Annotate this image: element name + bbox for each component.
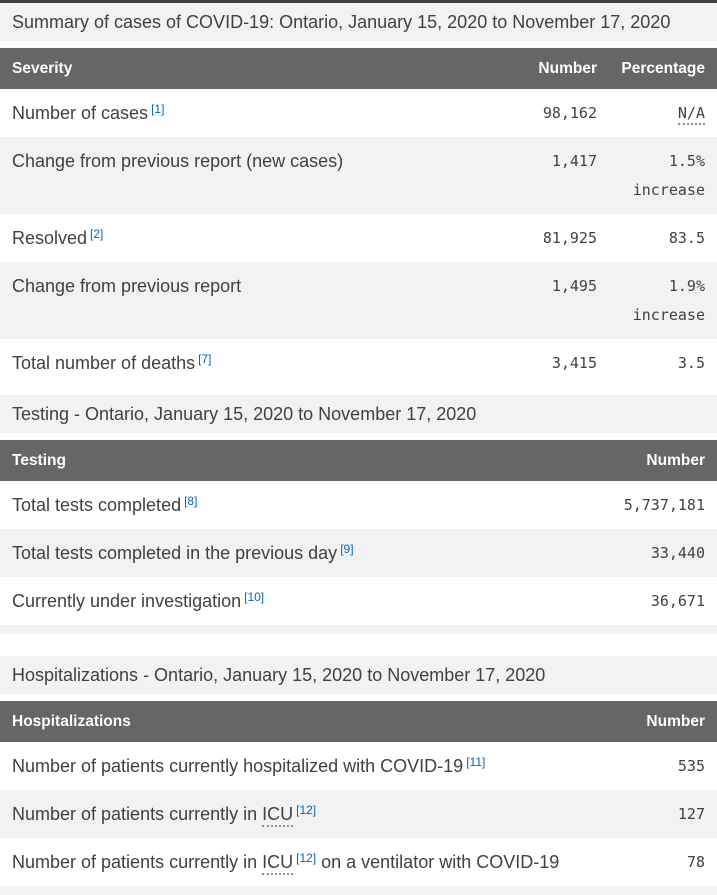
- number-value: 5,737,181: [623, 496, 705, 514]
- testing-section-title: Testing - Ontario, January 15, 2020 to N…: [0, 395, 717, 433]
- column-header-number: Number: [646, 713, 705, 730]
- percentage-note: increase: [632, 181, 705, 199]
- hospitalizations-section-title: Hospitalizations - Ontario, January 15, …: [0, 656, 717, 694]
- summary-table-header: Severity Number Percentage: [0, 48, 717, 89]
- percentage-amount: 1.9%: [668, 277, 705, 295]
- row-label: Resolved [2]: [12, 227, 104, 248]
- percentage-value: 1.5% increase: [597, 149, 705, 202]
- percentage-value: N/A: [597, 101, 705, 125]
- section-spacer: [0, 634, 717, 656]
- hospitalizations-table-header: Hospitalizations Number: [0, 701, 717, 742]
- row-label: Number of patients currently hospitalize…: [12, 755, 486, 776]
- percentage-note: increase: [632, 306, 705, 324]
- summary-section-title: Summary of cases of COVID-19: Ontario, J…: [0, 0, 717, 41]
- percentage-value: 3.5: [677, 354, 705, 372]
- table-row: Change from previous report (new cases) …: [0, 137, 717, 214]
- row-label: Number of patients currently in ICU [12] on…: [12, 850, 585, 875]
- number-value: 535: [677, 757, 705, 775]
- table-row: Number of patients currently in ICU [12] on…: [0, 838, 717, 886]
- column-header-testing: Testing: [12, 452, 66, 469]
- row-label: Total tests completed in the previous da…: [12, 542, 354, 563]
- column-header-percentage: Percentage: [621, 60, 705, 77]
- number-value: 1,495: [551, 277, 597, 295]
- icu-abbreviation: ICU: [262, 852, 294, 875]
- row-label: Total number of deaths [7]: [12, 352, 212, 373]
- number-value: 98,162: [542, 104, 597, 122]
- footnote-link-12[interactable]: [12]: [296, 851, 317, 865]
- column-header-severity: Severity: [12, 60, 73, 77]
- empty-row-strip: [0, 886, 717, 895]
- column-header-hospitalizations: Hospitalizations: [12, 713, 131, 730]
- table-row: Currently under investigation [10] 36,671: [0, 577, 717, 625]
- row-label: Number of patients currently in ICU [12]: [12, 802, 585, 827]
- summary-section: Summary of cases of COVID-19: Ontario, J…: [0, 0, 717, 387]
- number-value: 3,415: [551, 354, 597, 372]
- empty-row-strip: [0, 625, 717, 634]
- number-value: 78: [686, 853, 705, 871]
- hospitalizations-section: Hospitalizations - Ontario, January 15, …: [0, 656, 717, 895]
- row-label: Change from previous report (new cases): [12, 151, 344, 171]
- row-label: Total tests completed [8]: [12, 494, 198, 515]
- footnote-link-2[interactable]: [2]: [90, 227, 104, 241]
- percentage-value: 83.5: [668, 229, 705, 247]
- footnote-link-11[interactable]: [11]: [466, 755, 486, 769]
- number-value: 127: [677, 805, 705, 823]
- number-value: 1,417: [551, 152, 597, 170]
- footnote-link-10[interactable]: [10]: [244, 590, 265, 604]
- row-label: Number of cases [1]: [12, 102, 165, 123]
- footnote-link-9[interactable]: [9]: [340, 542, 354, 556]
- footnote-link-8[interactable]: [8]: [184, 494, 198, 508]
- column-header-number: Number: [646, 452, 705, 469]
- table-row: Total tests completed in the previous da…: [0, 529, 717, 577]
- number-value: 33,440: [650, 544, 705, 562]
- table-row: Change from previous report 1,495 1.9% i…: [0, 262, 717, 339]
- footnote-link-1[interactable]: [1]: [151, 102, 165, 116]
- table-row: Number of patients currently hospitalize…: [0, 742, 717, 790]
- icu-abbreviation: ICU: [262, 804, 294, 827]
- na-abbreviation: N/A: [677, 104, 705, 125]
- table-row: Resolved [2] 81,925 83.5: [0, 214, 717, 262]
- row-label: Currently under investigation [10]: [12, 590, 265, 611]
- percentage-amount: 1.5%: [668, 152, 705, 170]
- section-spacer: [0, 387, 717, 395]
- testing-section: Testing - Ontario, January 15, 2020 to N…: [0, 395, 717, 634]
- number-value: 36,671: [650, 592, 705, 610]
- row-label-continued: on a ventilator with COVID-19: [321, 852, 560, 872]
- footnote-link-7[interactable]: [7]: [198, 352, 212, 366]
- testing-table-header: Testing Number: [0, 440, 717, 481]
- table-row: Total tests completed [8] 5,737,181: [0, 481, 717, 529]
- column-header-number: Number: [538, 60, 597, 77]
- number-value: 81,925: [542, 229, 597, 247]
- percentage-value: 1.9% increase: [597, 274, 705, 327]
- table-row: Total number of deaths [7] 3,415 3.5: [0, 339, 717, 387]
- row-label: Change from previous report: [12, 276, 242, 296]
- table-row: Number of cases [1] 98,162 N/A: [0, 89, 717, 137]
- footnote-link-12[interactable]: [12]: [296, 803, 317, 817]
- table-row: Number of patients currently in ICU [12] 1…: [0, 790, 717, 838]
